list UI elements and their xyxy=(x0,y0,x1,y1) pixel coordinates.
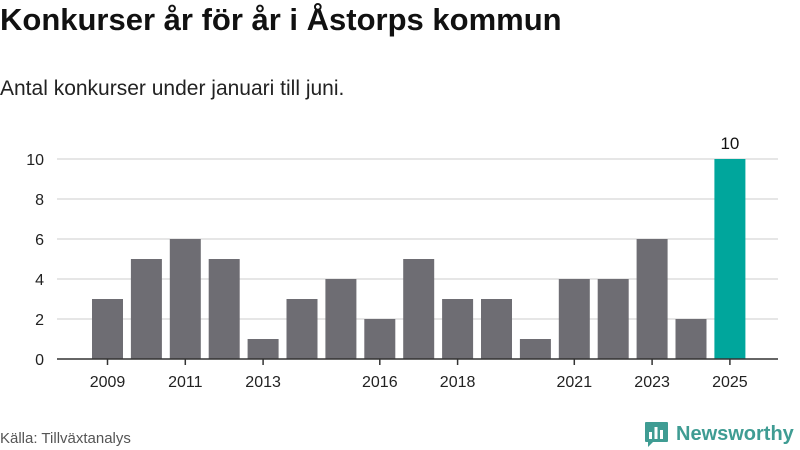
y-tick-label: 6 xyxy=(35,232,44,249)
x-tick-label: 2009 xyxy=(90,374,126,391)
x-axis-ticks: 2009 2011 2013 2016 2018 2021 2023 2025 xyxy=(90,359,748,391)
y-axis-ticks: 0 2 4 6 8 10 xyxy=(26,152,44,369)
source-note: Källa: Tillväxtanalys xyxy=(0,430,131,447)
y-tick-label: 8 xyxy=(35,192,44,209)
data-label-2025: 10 xyxy=(720,134,739,153)
bar-2011 xyxy=(169,239,201,359)
y-tick-label: 0 xyxy=(35,352,44,369)
bar-2010 xyxy=(130,259,162,359)
x-tick-label: 2016 xyxy=(362,374,398,391)
x-tick-label: 2011 xyxy=(168,374,203,391)
data-labels: 10 xyxy=(720,134,739,153)
bar-2019 xyxy=(481,299,512,359)
x-tick-label: 2025 xyxy=(712,374,748,391)
bar-2025 xyxy=(714,159,746,359)
chart-title: Konkurser år för år i Åstorps kommun xyxy=(0,2,562,37)
x-tick-label: 2018 xyxy=(440,374,476,391)
y-tick-label: 4 xyxy=(35,272,44,289)
newsworthy-logo: Newsworthy xyxy=(644,419,794,449)
x-tick-label: 2021 xyxy=(557,374,593,391)
bars xyxy=(92,159,746,359)
bar-2018 xyxy=(442,299,474,359)
x-tick-label: 2013 xyxy=(245,374,281,391)
bar-chart: 0 2 4 6 8 10 2009 2011 2013 2016 2018 2021 2023 2025… xyxy=(26,134,778,391)
bar-2017 xyxy=(403,259,435,359)
bar-chart-logo-icon xyxy=(645,421,668,447)
bar-2021 xyxy=(558,279,590,359)
y-tick-label: 2 xyxy=(35,312,44,329)
chart-subtitle: Antal konkurser under januari till juni. xyxy=(0,77,345,100)
bar-2016 xyxy=(364,319,396,359)
x-tick-label: 2023 xyxy=(634,374,670,391)
bar-2020 xyxy=(519,339,551,359)
bar-2009 xyxy=(92,299,123,359)
bar-2012 xyxy=(208,259,240,359)
brand-name: Newsworthy xyxy=(676,422,794,445)
y-tick-label: 10 xyxy=(26,152,44,169)
bar-2014 xyxy=(286,299,318,359)
bar-2023 xyxy=(636,239,668,359)
bar-2022 xyxy=(597,279,629,359)
bar-2013 xyxy=(247,339,279,359)
bar-2015 xyxy=(325,279,357,359)
bar-2024 xyxy=(675,319,707,359)
